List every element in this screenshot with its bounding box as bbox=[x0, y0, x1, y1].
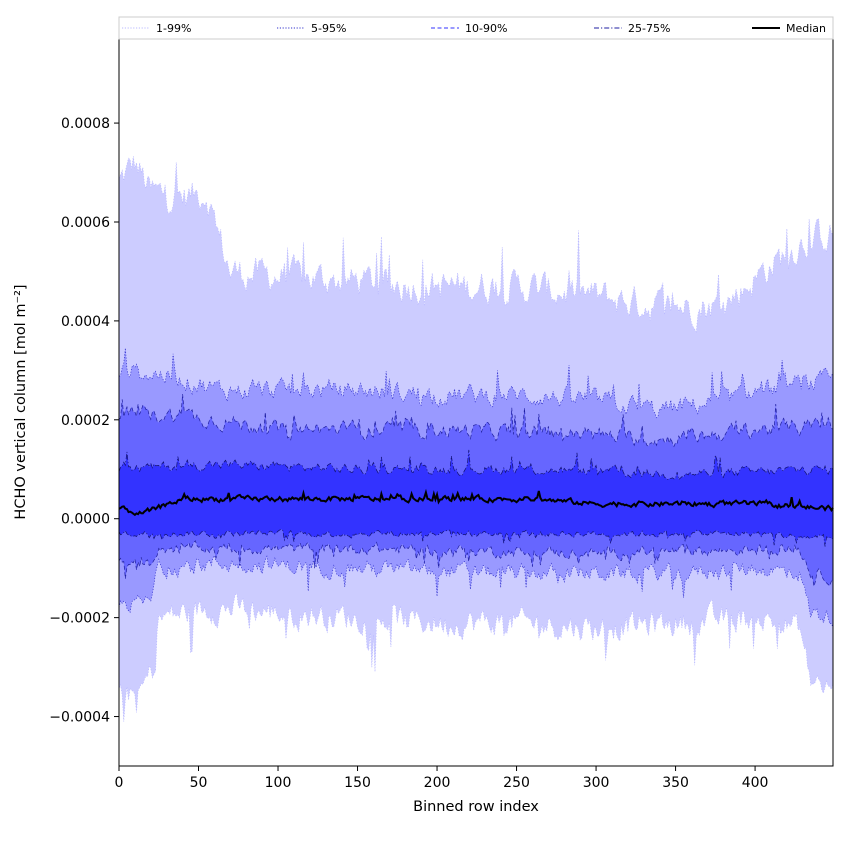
y-tick-label: 0.0006 bbox=[61, 215, 110, 231]
x-axis-label: Binned row index bbox=[413, 799, 539, 815]
x-tick-label: 50 bbox=[190, 775, 208, 791]
y-tick-label: −0.0002 bbox=[49, 611, 110, 627]
x-tick-label: 250 bbox=[503, 775, 530, 791]
legend: 1-99% 5-95% 10-90% 25-75% Median bbox=[118, 16, 834, 40]
band-line-1-99%-lower bbox=[118, 591, 834, 722]
legend-label-10-90%: 10-90% bbox=[465, 22, 507, 35]
y-tick-label: 0.0002 bbox=[61, 413, 110, 429]
band-line-25-75%-upper bbox=[118, 449, 834, 481]
legend-label-5-95%: 5-95% bbox=[311, 22, 346, 35]
median-line bbox=[118, 488, 834, 517]
y-tick-label: 0.0004 bbox=[61, 314, 110, 330]
x-tick-label: 150 bbox=[344, 775, 371, 791]
x-tick-label: 350 bbox=[662, 775, 689, 791]
band-line-25-75%-lower bbox=[118, 528, 834, 547]
x-axis: 0 50 100 150 200 250 300 350 400 bbox=[115, 766, 769, 791]
x-tick-label: 300 bbox=[583, 775, 610, 791]
x-tick-label: 200 bbox=[424, 775, 451, 791]
y-tick-label: −0.0004 bbox=[49, 710, 110, 726]
band-line-5-95%-lower bbox=[118, 554, 834, 628]
x-tick-label: 0 bbox=[115, 775, 124, 791]
legend-label-Median: Median bbox=[786, 22, 826, 35]
band-line-1-99%-upper bbox=[118, 156, 834, 333]
x-tick-label: 100 bbox=[265, 775, 292, 791]
band-line-10-90%-upper bbox=[118, 393, 834, 448]
y-axis-label: HCHO vertical column [mol m⁻²] bbox=[13, 284, 29, 519]
plot-area bbox=[118, 156, 834, 722]
band-line-10-90%-lower bbox=[118, 540, 834, 587]
y-axis: −0.0004 −0.0002 0.0000 0.0002 0.0004 0.0006 0.… bbox=[49, 116, 119, 726]
legend-label-25-75%: 25-75% bbox=[628, 22, 670, 35]
band-line-5-95%-upper bbox=[118, 348, 834, 419]
y-tick-label: 0.0008 bbox=[61, 116, 110, 132]
y-tick-label: 0.0000 bbox=[61, 512, 110, 528]
x-tick-label: 400 bbox=[742, 775, 769, 791]
legend-box bbox=[118, 16, 834, 40]
legend-label-1-99%: 1-99% bbox=[156, 22, 191, 35]
